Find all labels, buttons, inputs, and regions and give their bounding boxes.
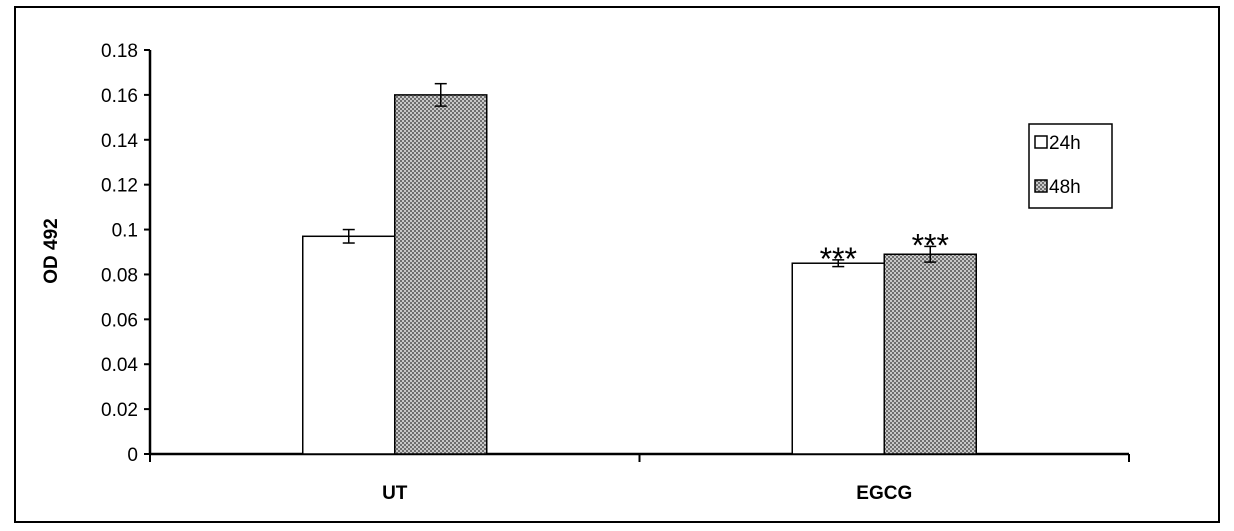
y-tick-label: 0.12 — [101, 176, 138, 197]
legend-swatch-24h — [1034, 135, 1048, 149]
bar-ut-48h — [394, 94, 488, 455]
bar-ut-24h — [302, 235, 396, 455]
y-tick-label: 0.1 — [112, 221, 138, 242]
x-category-label: UT — [382, 483, 408, 504]
legend-swatch-48h — [1034, 179, 1048, 193]
y-tick-label: 0.18 — [101, 41, 138, 62]
bar-egcg-48h — [883, 253, 977, 455]
significance-annotation: *** — [820, 241, 857, 277]
bar-egcg-24h — [791, 262, 885, 455]
y-tick-label: 0.06 — [101, 310, 138, 331]
y-tick-label: 0.08 — [101, 265, 138, 286]
chart-frame — [14, 6, 1220, 523]
y-tick-label: 0.14 — [101, 131, 138, 152]
significance-annotation: *** — [912, 227, 949, 263]
y-tick-label: 0.02 — [101, 400, 138, 421]
legend-label-24h: 24h — [1049, 133, 1081, 154]
legend: 24h 48h — [1028, 123, 1113, 209]
y-tick-label: 0.04 — [101, 355, 138, 376]
x-category-label: EGCG — [856, 483, 912, 504]
y-tick-label: 0 — [127, 445, 138, 466]
y-tick-label: 0.16 — [101, 86, 138, 107]
y-axis-title: OD 492 — [41, 218, 62, 283]
legend-label-48h: 48h — [1049, 177, 1081, 198]
